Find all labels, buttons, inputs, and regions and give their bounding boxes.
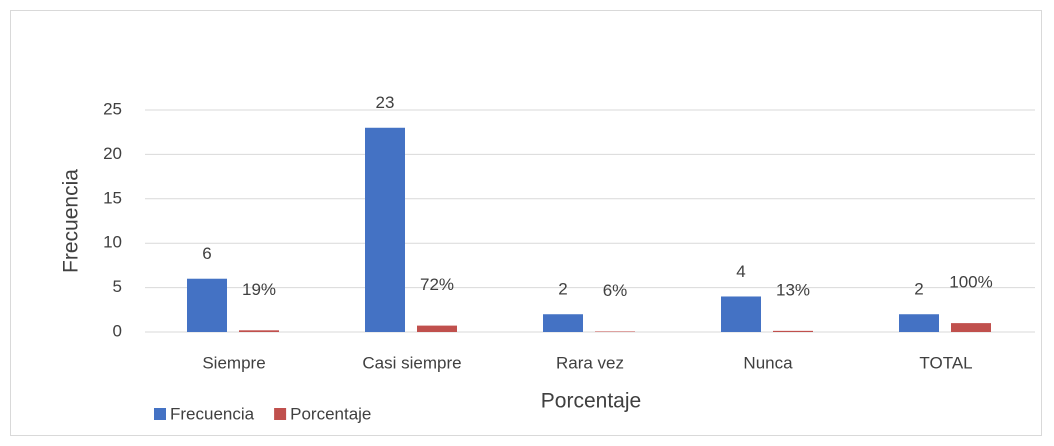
legend-swatch: [274, 408, 287, 420]
data-label: 4: [736, 262, 745, 281]
data-label: 2: [914, 280, 923, 299]
bar: [239, 330, 279, 332]
y-tick-label: 5: [113, 277, 122, 296]
legend-swatch: [154, 408, 166, 420]
chart-border: [10, 10, 1042, 436]
x-axis-title: Porcentaje: [541, 390, 641, 413]
y-tick-label: 0: [113, 321, 122, 340]
x-tick-label: TOTAL: [919, 353, 972, 372]
bar: [721, 296, 761, 332]
data-label: 13%: [776, 280, 810, 299]
bar: [417, 325, 457, 332]
y-axis-title: Frecuencia: [60, 169, 83, 273]
bar: [773, 330, 813, 332]
data-label: 23: [376, 93, 395, 112]
data-label: 6%: [603, 281, 628, 300]
bar: [951, 323, 991, 332]
x-tick-label: Casi siempre: [362, 353, 461, 372]
data-label: 2: [558, 280, 567, 299]
x-tick-label: Siempre: [202, 353, 265, 372]
y-tick-label: 15: [103, 188, 122, 207]
data-label: 72%: [420, 275, 454, 294]
bar: [187, 278, 227, 332]
y-tick-label: 20: [103, 144, 122, 163]
data-label: 6: [202, 244, 211, 263]
bar: [899, 314, 939, 332]
data-label: 100%: [949, 273, 992, 292]
x-tick-label: Nunca: [743, 353, 793, 372]
bar: [543, 314, 583, 332]
bar: [365, 127, 405, 332]
y-tick-label: 10: [103, 233, 122, 252]
legend-label: Porcentaje: [290, 404, 371, 423]
y-tick-label: 25: [103, 99, 122, 118]
x-tick-label: Rara vez: [556, 353, 624, 372]
legend-label: Frecuencia: [170, 404, 255, 423]
bar: [595, 331, 635, 332]
data-label: 19%: [242, 280, 276, 299]
